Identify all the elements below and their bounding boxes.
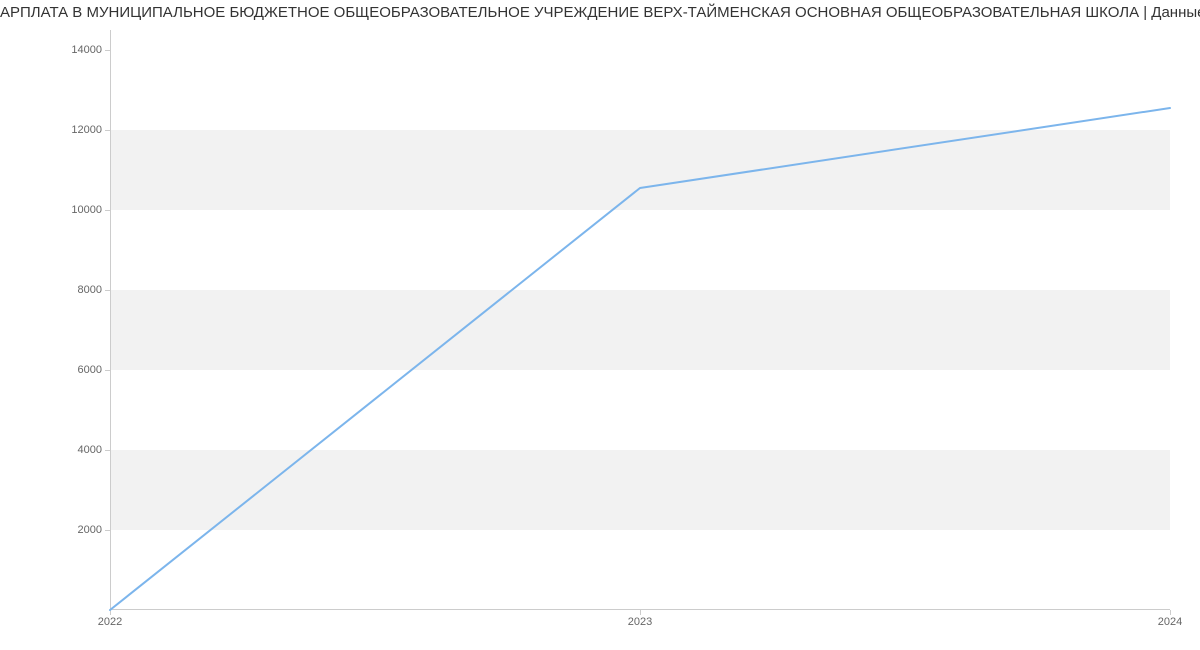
line-series <box>110 30 1170 610</box>
x-tick-mark <box>1170 610 1171 615</box>
plot-area: 2000400060008000100001200014000 20222023… <box>110 30 1170 610</box>
chart-title: АРПЛАТА В МУНИЦИПАЛЬНОЕ БЮДЖЕТНОЕ ОБЩЕОБ… <box>0 4 1200 21</box>
x-tick-mark <box>640 610 641 615</box>
